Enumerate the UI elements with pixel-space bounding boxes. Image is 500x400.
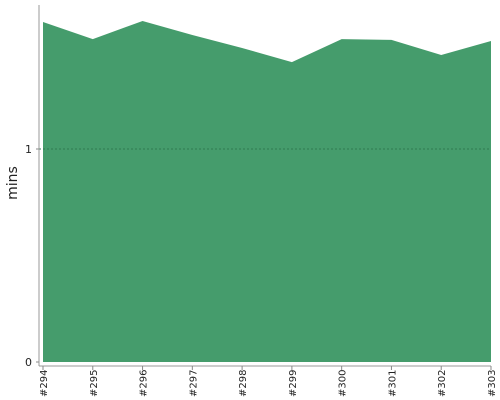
- y-axis-label: mins: [5, 166, 21, 200]
- x-tick-label: #297: [188, 370, 199, 397]
- x-tick-label: #301: [387, 370, 398, 397]
- x-tick-label: #300: [338, 370, 349, 397]
- x-tick-label: #295: [89, 370, 100, 397]
- x-tick-label: #296: [139, 370, 150, 397]
- x-tick-label: #299: [288, 370, 299, 397]
- x-tick-label: #302: [437, 370, 448, 397]
- x-tick-label: #294: [39, 370, 50, 397]
- x-tick-label: #303: [487, 370, 498, 397]
- y-tick-label: 0: [25, 356, 32, 369]
- area: [43, 20, 491, 363]
- x-tick-label: #298: [238, 370, 249, 397]
- y-tick-label: 1: [25, 143, 32, 156]
